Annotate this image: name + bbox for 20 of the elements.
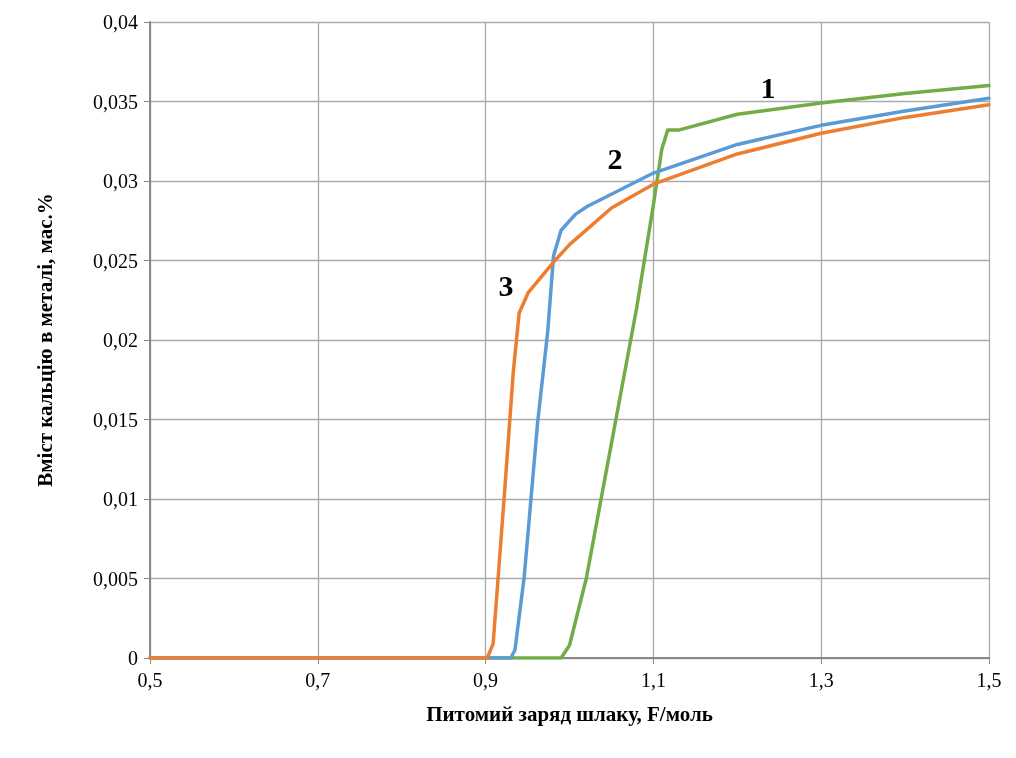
annotation: 2 — [607, 141, 623, 175]
annotation: 1 — [760, 70, 776, 104]
x-tick-label: 1,3 — [808, 669, 834, 691]
y-tick-label: 0,03 — [103, 170, 138, 192]
x-tick-label: 1,1 — [640, 669, 666, 691]
y-tick-label: 0,035 — [93, 90, 138, 113]
x-tick-label: 1,5 — [976, 669, 1002, 691]
y-tick-label: 0,04 — [103, 11, 138, 33]
y-tick-label: 0,005 — [93, 567, 138, 590]
x-tick-label: 0,5 — [137, 669, 163, 691]
x-axis-title: Питомий заряд шлаку, F/моль — [426, 701, 713, 726]
annotation: 3 — [498, 268, 514, 302]
x-tick-label: 0,9 — [473, 669, 499, 691]
y-tick-label: 0,015 — [93, 408, 138, 431]
y-tick-label: 0 — [128, 647, 138, 669]
y-axis-title: Вміст кальцію в металі, мас.% — [32, 193, 57, 487]
y-tick-label: 0,025 — [93, 249, 138, 272]
y-tick-label: 0,01 — [103, 488, 138, 510]
y-tick-label: 0,02 — [103, 329, 138, 351]
x-tick-label: 0,7 — [305, 669, 331, 691]
